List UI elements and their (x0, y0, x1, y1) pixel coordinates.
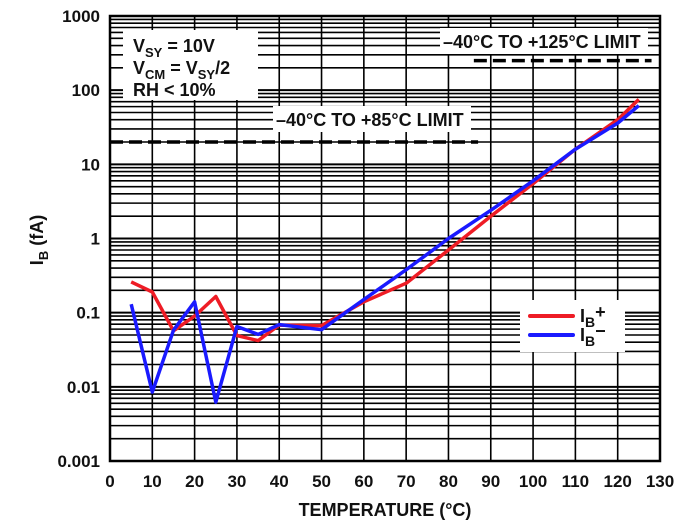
limit-85-label: –40°C TO +85°C LIMIT (276, 110, 464, 130)
limit-125-label: –40°C TO +125°C LIMIT (443, 32, 641, 52)
limit-85-label-bg (273, 106, 471, 132)
x-tick-label: 30 (227, 472, 246, 491)
x-tick-label: 130 (646, 472, 674, 491)
legend-label-ib-minus: IB− (580, 321, 606, 349)
x-tick-label: 0 (105, 472, 114, 491)
y-tick-labels: 0.001 0.01 0.1 1 10 100 1000 (57, 7, 100, 471)
x-tick-label: 90 (481, 472, 500, 491)
limit-125-label-group: –40°C TO +125°C LIMIT (440, 28, 648, 54)
y-tick-label: 100 (72, 81, 100, 100)
conditions-box: VSY = 10V VCM = VSY/2 RH < 10% (123, 30, 258, 100)
x-tick-label: 80 (439, 472, 458, 491)
x-tick-label: 70 (397, 472, 416, 491)
x-tick-label: 120 (604, 472, 632, 491)
y-tick-label: 1000 (62, 7, 100, 26)
limit-85-label-group: –40°C TO +85°C LIMIT (273, 106, 471, 132)
x-tick-label: 40 (270, 472, 289, 491)
y-axis-label: IB (fA) (27, 215, 51, 265)
x-tick-labels: 0 10 20 30 40 50 60 70 80 90 100 110 120 130 (105, 472, 674, 491)
y-tick-label: 0.01 (67, 378, 100, 397)
condition-vcm: VCM = VSY/2 (133, 58, 230, 82)
series-group (129, 98, 641, 404)
legend-background (520, 300, 625, 352)
y-tick-label: 0.1 (76, 304, 100, 323)
y-tick-label: 10 (81, 155, 100, 174)
x-tick-label: 100 (519, 472, 547, 491)
limit-lines (110, 58, 652, 144)
legend: IB+ IB− (520, 300, 625, 352)
legend-label-ib-plus: IB+ (580, 302, 606, 330)
x-tick-label: 10 (143, 472, 162, 491)
y-tick-label: 1 (91, 230, 100, 249)
series-line-ib-minus (129, 104, 640, 404)
x-tick-label: 110 (562, 472, 589, 491)
x-axis-label: TEMPERATURE (°C) (299, 500, 472, 520)
condition-vsy: VSY = 10V (133, 36, 215, 60)
x-tick-label: 50 (312, 472, 331, 491)
plot-border (108, 14, 662, 463)
plot-frame (108, 14, 662, 463)
x-tick-label: 60 (354, 472, 373, 491)
condition-rh: RH < 10% (133, 80, 216, 100)
x-tick-label: 20 (185, 472, 204, 491)
y-tick-label: 0.001 (57, 452, 100, 471)
limit-125-label-bg (440, 28, 648, 54)
conditions-background (123, 30, 258, 100)
